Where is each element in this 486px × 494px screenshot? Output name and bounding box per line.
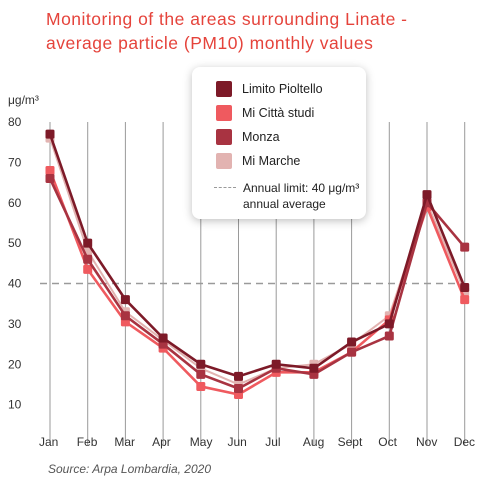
data-point-limito-pioltello-sept: [347, 337, 357, 347]
data-point-monza-mar: [120, 311, 130, 321]
chart-title-line-2: average particle (PM10) monthly values: [46, 33, 374, 53]
data-point-limito-pioltello-feb: [83, 238, 93, 248]
data-point-limito-pioltello-oct: [384, 319, 394, 329]
chart-title-line-1: Monitoring of the areas surrounding Lina…: [46, 9, 408, 29]
legend-swatch: [216, 105, 232, 121]
data-point-limito-pioltello-jan: [45, 129, 55, 139]
data-point-monza-sept: [347, 347, 357, 357]
legend-item-limito-pioltello: Limito Pioltello: [216, 79, 323, 99]
x-tick-label-nov: Nov: [416, 435, 437, 449]
x-tick-label-jul: Jul: [265, 435, 280, 449]
y-tick-label: 20: [8, 357, 22, 371]
x-tick-label-dec: Dec: [454, 435, 475, 449]
data-point-mi-citta-studi-jan: [45, 165, 55, 175]
data-point-limito-pioltello-nov: [422, 190, 432, 200]
y-tick-label: 30: [8, 317, 22, 331]
x-tick-label-aug: Aug: [303, 435, 324, 449]
legend-label: Monza: [242, 130, 280, 144]
legend: Limito Pioltello Mi Città studi Monza Mi Ma…: [192, 67, 366, 219]
data-point-limito-pioltello-may: [196, 359, 206, 369]
legend-item-mi-citta-studi: Mi Città studi: [216, 103, 314, 123]
x-tick-label-feb: Feb: [77, 435, 98, 449]
x-tick-label-apr: Apr: [152, 435, 171, 449]
y-tick-label: 10: [8, 398, 22, 412]
y-tick-label: 60: [8, 196, 22, 210]
data-point-monza-feb: [83, 254, 93, 264]
legend-item-monza: Monza: [216, 127, 280, 147]
legend-label: Limito Pioltello: [242, 82, 323, 96]
legend-swatch: [216, 129, 232, 145]
series-limito-pioltello: [45, 129, 470, 381]
x-tick-label-jun: Jun: [228, 435, 247, 449]
legend-item-mi-marche: Mi Marche: [216, 151, 300, 171]
legend-label: Mi Marche: [242, 154, 301, 168]
data-point-mi-citta-studi-may: [196, 381, 206, 391]
x-tick-label-sept: Sept: [338, 435, 363, 449]
y-tick-label: 40: [8, 277, 22, 291]
series-lines: [45, 129, 470, 400]
chart-title: Monitoring of the areas surrounding Lina…: [46, 7, 476, 55]
y-tick-label: 80: [8, 115, 22, 129]
data-point-limito-pioltello-mar: [120, 295, 130, 305]
data-point-limito-pioltello-jun: [234, 371, 243, 381]
legend-label: Mi Città studi: [242, 106, 315, 120]
data-point-limito-pioltello-aug: [309, 363, 319, 373]
x-tick-label-may: May: [190, 435, 213, 449]
data-point-limito-pioltello-jul: [271, 359, 281, 369]
data-point-limito-pioltello-apr: [158, 333, 168, 343]
legend-dashed-line: [214, 187, 236, 188]
legend-limit-line-1: Annual limit: 40 μg/m³: [243, 181, 360, 195]
y-tick-label: 70: [8, 155, 22, 169]
legend-limit-line-2: annual average: [243, 197, 326, 211]
x-tick-label-jan: Jan: [39, 435, 58, 449]
y-axis: 10 20 30 40 50 60 70 80: [8, 115, 22, 412]
series-line-monza: [48, 177, 467, 390]
data-point-monza-jun: [234, 383, 243, 393]
data-point-monza-jan: [45, 174, 55, 184]
y-axis-label: μg/m³: [8, 93, 39, 107]
x-tick-label-mar: Mar: [114, 435, 135, 449]
source-note: Source: Arpa Lombardia, 2020: [48, 462, 211, 476]
legend-swatch: [216, 81, 232, 97]
series-line-limito-pioltello: [48, 132, 467, 378]
x-axis: Jan Feb Mar Apr May Jun Jul Aug Sept Oct Nov Dec: [39, 435, 475, 449]
data-point-limito-pioltello-dec: [460, 283, 470, 293]
data-point-mi-citta-studi-dec: [460, 295, 470, 305]
x-tick-label-oct: Oct: [378, 435, 397, 449]
y-tick-label: 50: [8, 236, 22, 250]
legend-swatch: [216, 153, 232, 169]
data-point-mi-citta-studi-feb: [83, 264, 93, 274]
data-point-monza-dec: [460, 242, 470, 252]
data-point-monza-may: [196, 369, 206, 379]
data-point-monza-oct: [384, 331, 394, 341]
